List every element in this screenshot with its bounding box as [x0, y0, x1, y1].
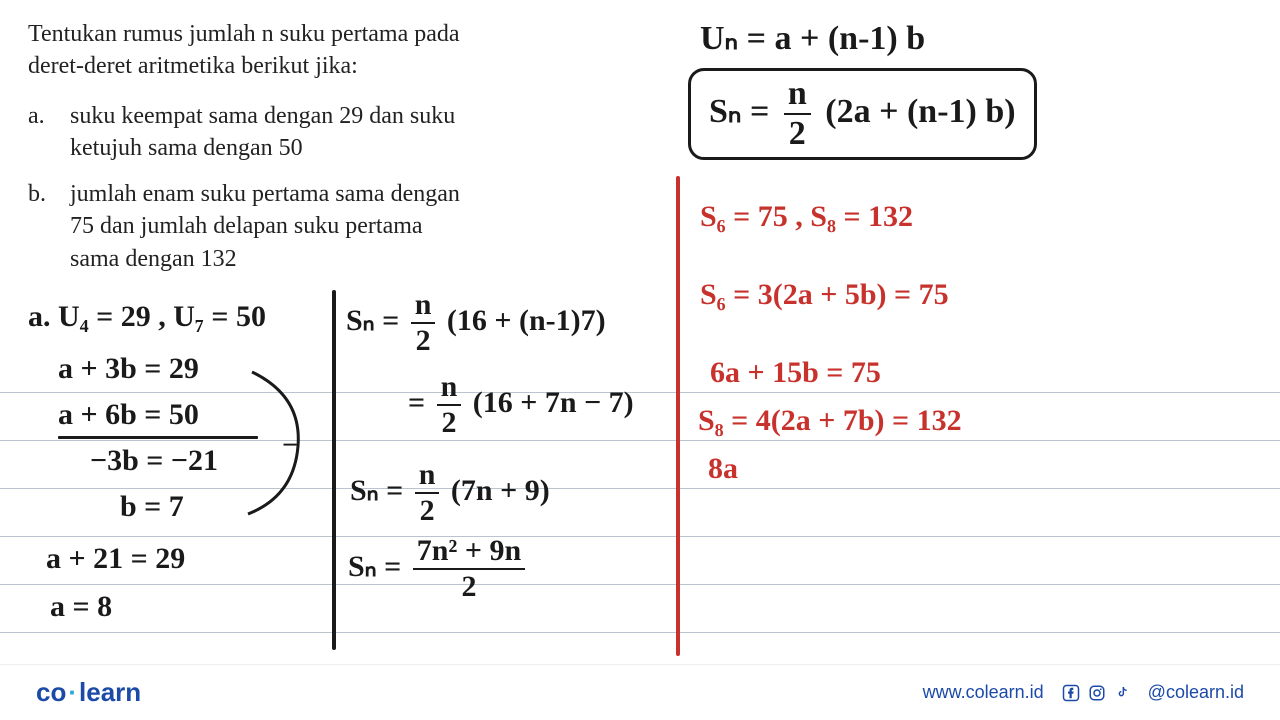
sn-step2-eq: = — [408, 386, 425, 419]
problem-line-1: Tentukan rumus jumlah n suku pertama pad… — [28, 18, 628, 50]
sn-step2: = n 2 (16 + 7n − 7) — [408, 372, 634, 438]
frac-den: 2 — [420, 494, 435, 526]
sn-step2-paren: (16 + 7n − 7) — [473, 386, 634, 419]
footer-handle: @colearn.id — [1148, 682, 1244, 703]
work-b-expand: 6a + 15b = 75 — [710, 356, 881, 390]
ruled-line — [0, 536, 1280, 537]
work-b-s6: S₆ = 3(2a + 5b) = 75 — [700, 278, 949, 312]
sn-final-num: 7n² + 9n — [413, 536, 525, 570]
facebook-icon — [1062, 684, 1080, 702]
sn-step1-paren: (16 + (n-1)7) — [447, 304, 606, 337]
problem-stem: Tentukan rumus jumlah n suku pertama pad… — [28, 18, 628, 83]
sn-frac-num: n — [784, 77, 811, 115]
footer: co·learn www.colearn.id @colearn.id — [0, 664, 1280, 720]
work-b-partial: 8a — [708, 452, 738, 486]
sn-step3: Sₙ = n 2 (7n + 9) — [350, 460, 550, 526]
problem-line-2: deret-deret aritmetika berikut jika: — [28, 50, 628, 82]
item-b-line2: 75 dan jumlah delapan suku pertama — [70, 210, 630, 242]
sn-step1: Sₙ = n 2 (16 + (n-1)7) — [346, 290, 606, 356]
work-b-s8: S₈ = 4(2a + 7b) = 132 — [698, 404, 962, 438]
frac-num: n — [437, 372, 462, 406]
item-b-label: b. — [28, 178, 46, 210]
instagram-icon — [1088, 684, 1106, 702]
frac-num: n — [411, 290, 436, 324]
sn-left: Sₙ = — [709, 93, 769, 130]
logo-learn: learn — [79, 677, 141, 707]
sn-step1-frac: n 2 — [411, 290, 436, 356]
logo-co: co — [36, 677, 66, 707]
sn-step4: Sₙ = 7n² + 9n 2 — [348, 536, 529, 602]
ruled-line — [0, 632, 1280, 633]
item-a-line1: suku keempat sama dengan 29 dan suku — [70, 100, 630, 132]
sn-step1-left: Sₙ = — [346, 304, 399, 337]
item-a-text: suku keempat sama dengan 29 dan suku ket… — [70, 100, 630, 165]
work-a-sub: −3b = −21 — [90, 444, 218, 478]
minus-sign: − — [282, 430, 298, 462]
ruled-line — [0, 440, 1280, 441]
work-a-eq2: a + 6b = 50 — [58, 398, 199, 432]
subtraction-line — [58, 436, 258, 439]
footer-url: www.colearn.id — [923, 682, 1044, 703]
divider-black — [332, 290, 336, 650]
ruled-line — [0, 488, 1280, 489]
item-b-line1: jumlah enam suku pertama sama dengan — [70, 178, 630, 210]
sn-final-den: 2 — [461, 570, 476, 602]
footer-right: www.colearn.id @colearn.id — [923, 682, 1244, 703]
ruled-line — [0, 584, 1280, 585]
item-a-label: a. — [28, 100, 45, 132]
sn-step2-frac: n 2 — [437, 372, 462, 438]
sn-step3-left: Sₙ = — [350, 474, 403, 507]
work-a-bval: b = 7 — [120, 490, 184, 524]
work-a-eq1: a + 3b = 29 — [58, 352, 199, 386]
brand-logo: co·learn — [36, 677, 141, 708]
sn-step4-left: Sₙ = — [348, 550, 401, 583]
work-b-given: S₆ = 75 , S₈ = 132 — [700, 200, 913, 234]
item-b-text: jumlah enam suku pertama sama dengan 75 … — [70, 178, 630, 275]
ruled-line — [0, 392, 1280, 393]
work-a-aval: a = 8 — [50, 590, 112, 624]
sn-step3-paren: (7n + 9) — [451, 474, 550, 507]
item-a-line2: ketujuh sama dengan 50 — [70, 132, 630, 164]
frac-den: 2 — [416, 324, 431, 356]
formula-un: Uₙ = a + (n-1) b — [700, 18, 925, 58]
sn-frac-den: 2 — [789, 115, 806, 151]
divider-red — [676, 176, 680, 656]
sn-right: (2a + (n-1) b) — [825, 93, 1015, 130]
work-a-header: a. U₄ = 29 , U₇ = 50 — [28, 300, 266, 334]
social-icons — [1062, 684, 1130, 702]
tiktok-icon — [1114, 684, 1130, 702]
sn-final-frac: 7n² + 9n 2 — [413, 536, 525, 602]
work-a-asub: a + 21 = 29 — [46, 542, 185, 576]
formula-sn-box: Sₙ = n 2 (2a + (n-1) b) — [688, 68, 1037, 160]
sn-frac: n 2 — [784, 77, 811, 151]
frac-den: 2 — [441, 406, 456, 438]
logo-dot: · — [68, 677, 77, 707]
sn-step3-frac: n 2 — [415, 460, 440, 526]
item-b-line3: sama dengan 132 — [70, 243, 630, 275]
frac-num: n — [415, 460, 440, 494]
